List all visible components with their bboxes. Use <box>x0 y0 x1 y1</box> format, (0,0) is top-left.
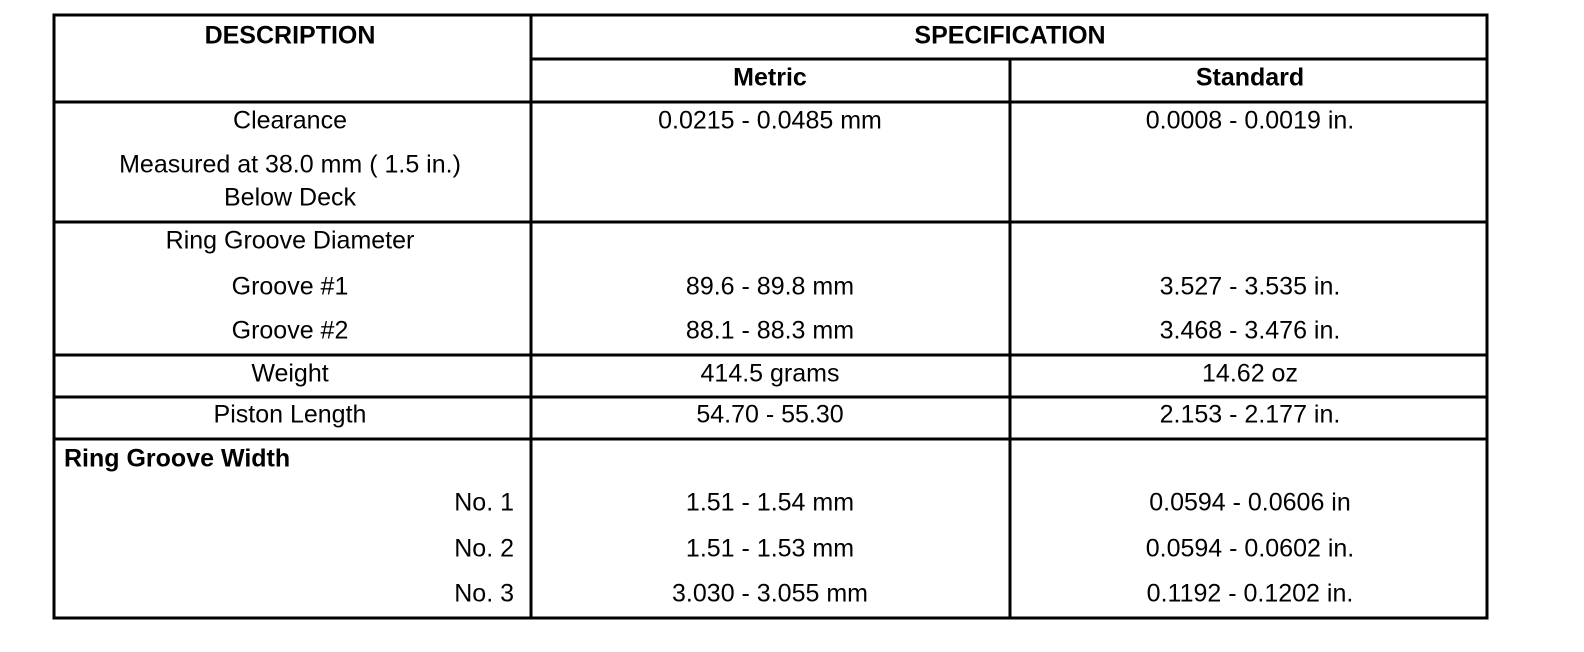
metric-cell: 54.70 - 55.30 <box>696 401 843 429</box>
metric-cell: 414.5 grams <box>701 360 840 388</box>
metric-cell: 88.1 - 88.3 mm <box>686 317 854 345</box>
row-label: Clearance <box>233 107 347 135</box>
table-border <box>52 13 1489 620</box>
header-cell: Standard <box>1196 64 1304 92</box>
row-label: Groove #2 <box>232 317 349 345</box>
standard-cell: 3.468 - 3.476 in. <box>1160 317 1341 345</box>
metric-cell: 0.0215 - 0.0485 mm <box>658 107 882 135</box>
standard-cell: 0.0594 - 0.0606 in <box>1149 489 1351 517</box>
row-label: Groove #1 <box>232 273 349 301</box>
standard-cell: 14.62 oz <box>1202 360 1298 388</box>
metric-cell: 3.030 - 3.055 mm <box>672 580 868 608</box>
row-label: No. 2 <box>454 535 514 563</box>
standard-cell: 0.0594 - 0.0602 in. <box>1146 535 1355 563</box>
header-cell: Metric <box>733 64 807 92</box>
row-label: Below Deck <box>224 184 356 212</box>
row-group-label: Ring Groove Width <box>64 445 290 473</box>
row-label: Weight <box>251 360 328 388</box>
metric-cell: 1.51 - 1.53 mm <box>686 535 854 563</box>
standard-cell: 0.0008 - 0.0019 in. <box>1146 107 1355 135</box>
row-label: Measured at 38.0 mm ( 1.5 in.) <box>119 151 461 179</box>
header-cell: DESCRIPTION <box>205 22 376 50</box>
header-cell: SPECIFICATION <box>914 22 1105 50</box>
standard-cell: 3.527 - 3.535 in. <box>1160 273 1341 301</box>
standard-cell: 2.153 - 2.177 in. <box>1160 401 1341 429</box>
row-label: Ring Groove Diameter <box>166 227 415 255</box>
metric-cell: 1.51 - 1.54 mm <box>686 489 854 517</box>
row-label: No. 1 <box>454 489 514 517</box>
row-label: Piston Length <box>214 401 367 429</box>
metric-cell: 89.6 - 89.8 mm <box>686 273 854 301</box>
row-label: No. 3 <box>454 580 514 608</box>
standard-cell: 0.1192 - 0.1202 in. <box>1147 580 1354 608</box>
